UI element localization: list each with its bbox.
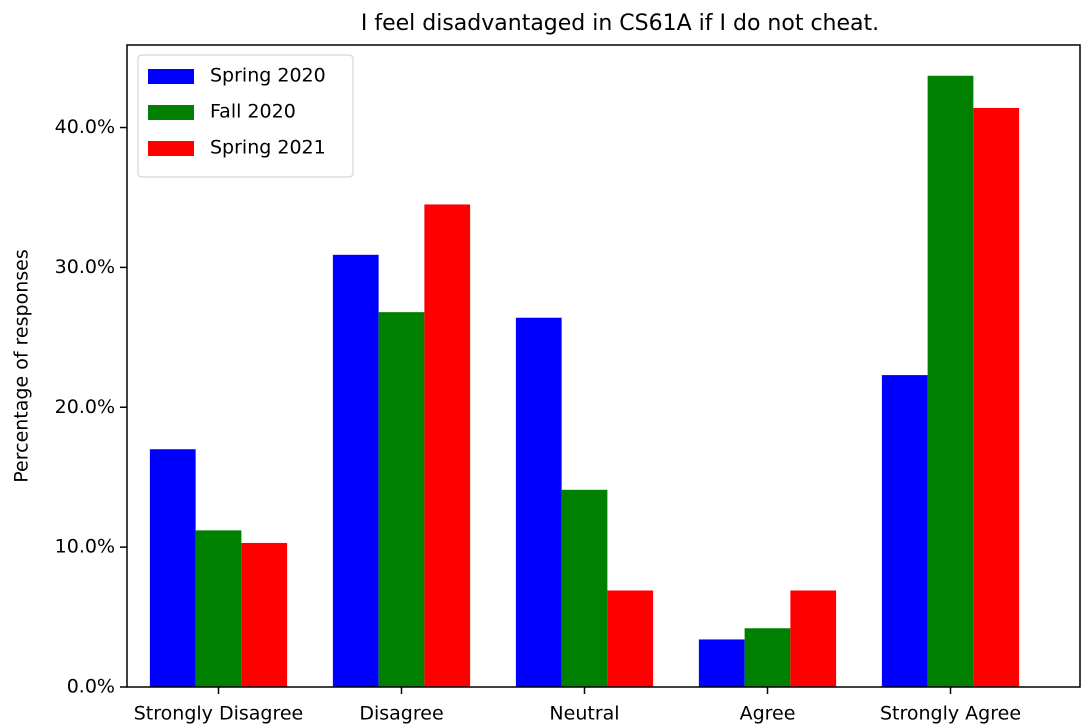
bar [881,375,928,687]
x-tick-label: Disagree [359,703,443,725]
y-tick-label: 30.0% [55,256,115,278]
bar [744,628,791,687]
y-tick-label: 20.0% [55,396,115,418]
legend-label: Spring 2020 [210,65,326,87]
chart-title: I feel disadvantaged in CS61A if I do no… [361,11,879,36]
bar [515,317,562,687]
bar [149,449,196,687]
y-axis-label: Percentage of responses [11,249,33,482]
x-tick-label: Strongly Disagree [134,703,303,725]
bar [378,312,425,687]
bar [195,530,242,687]
bar [561,489,608,687]
legend-label: Fall 2020 [210,101,296,123]
bar [698,639,745,687]
bar [607,590,654,687]
y-tick-label: 0.0% [67,676,115,698]
y-tick-label: 40.0% [55,116,115,138]
x-tick-label: Strongly Agree [880,703,1021,725]
bar [927,75,974,687]
x-tick-label: Neutral [549,703,619,725]
y-tick-label: 10.0% [55,536,115,558]
legend-swatch [148,69,194,84]
bar [332,254,379,687]
legend-swatch [148,105,194,120]
axes-frame [126,44,1081,688]
legend-label: Spring 2021 [210,137,326,159]
x-tick-label: Agree [740,703,796,725]
bar [424,204,471,687]
bar [973,107,1020,688]
legend-swatch [148,141,194,156]
bar [241,542,288,687]
bar [790,590,837,687]
